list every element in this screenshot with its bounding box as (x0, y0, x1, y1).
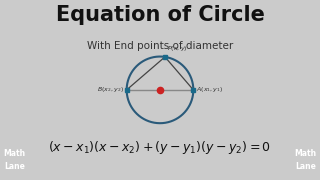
Text: With End points of diameter: With End points of diameter (87, 41, 233, 51)
Text: Math
Lane: Math Lane (3, 149, 26, 171)
Text: $B(x_2, y_2)$: $B(x_2, y_2)$ (97, 85, 124, 94)
Text: Math
Lane: Math Lane (294, 149, 317, 171)
Text: $P(x, y)$: $P(x, y)$ (167, 44, 187, 53)
Text: $(x - x_1)(x - x_2) +(y - y_1)(y - y_2) = 0$: $(x - x_1)(x - x_2) +(y - y_1)(y - y_2) … (48, 140, 272, 156)
Text: Equation of Circle: Equation of Circle (56, 5, 264, 25)
Text: $A(x_1, y_1)$: $A(x_1, y_1)$ (196, 85, 223, 94)
